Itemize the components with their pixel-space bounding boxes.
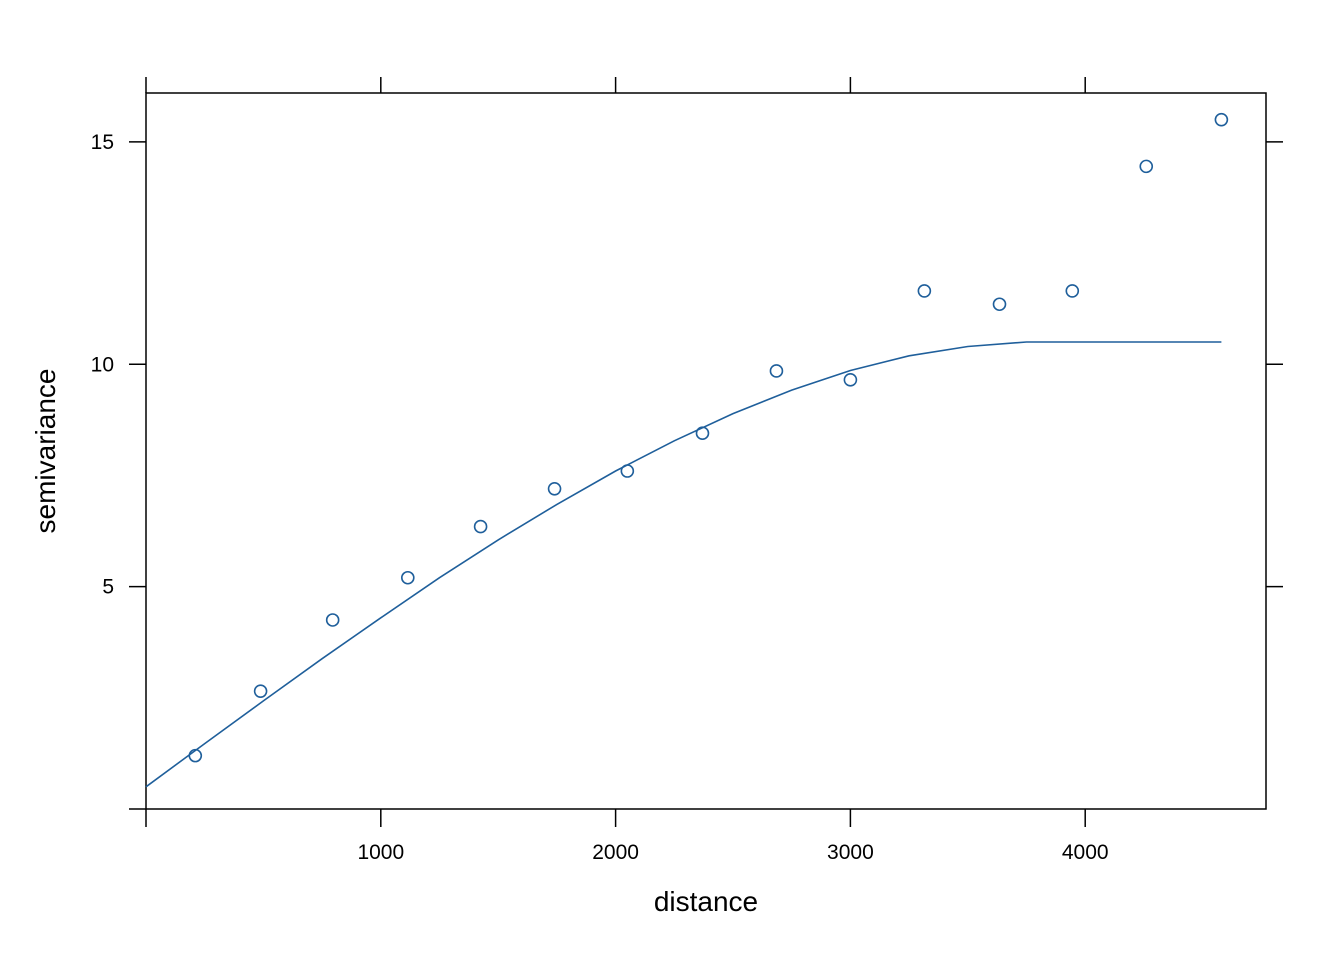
data-point: [253, 684, 268, 698]
data-point: [1065, 284, 1080, 298]
data-point: [843, 373, 858, 387]
x-tick-label: 3000: [827, 841, 874, 864]
data-point: [188, 748, 203, 763]
data-point: [992, 297, 1007, 312]
fitted-model-line: [145, 341, 1222, 788]
data-points: [188, 112, 1229, 763]
x-tick-label: 4000: [1062, 841, 1109, 864]
data-point: [917, 284, 932, 298]
tick-labels: 1000 2000 3000 4000 5 10 15: [91, 131, 1109, 864]
data-point: [769, 364, 784, 378]
data-point: [325, 613, 340, 627]
data-point: [1139, 159, 1154, 174]
x-tick-label: 2000: [592, 841, 639, 864]
y-tick-label: 5: [102, 576, 114, 599]
x-axis-title: distance: [654, 886, 758, 917]
data-point: [1214, 112, 1229, 127]
y-tick-label: 15: [91, 131, 114, 154]
axis-ticks: [129, 77, 1283, 827]
x-tick-label: 1000: [357, 841, 404, 864]
y-axis-title: semivariance: [30, 369, 61, 534]
data-point: [473, 519, 488, 534]
plot-frame: [145, 92, 1267, 810]
y-tick-label: 10: [91, 353, 114, 376]
data-point: [547, 482, 562, 496]
data-point: [695, 426, 710, 441]
data-point: [620, 464, 635, 478]
data-point: [401, 570, 415, 585]
